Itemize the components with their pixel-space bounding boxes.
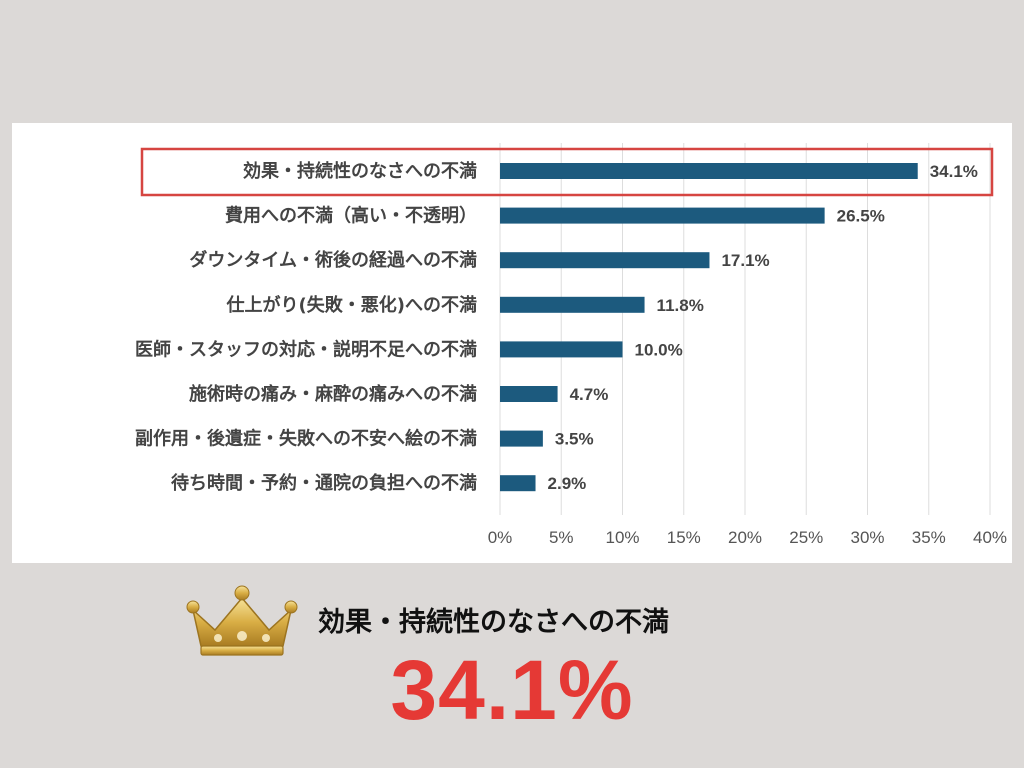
data-label: 34.1% [930, 162, 978, 181]
category-label: 副作用・後遺症・失敗への不安へ絵の不満 [135, 428, 477, 450]
chart-card: 効果・持続性のなさへの不満費用への不満（高い・不透明） ダウンタイム・術後の経過へ… [12, 123, 1012, 563]
bar [500, 207, 825, 224]
crown-icon [186, 585, 298, 656]
bar [500, 252, 710, 269]
data-label: 2.9% [548, 474, 587, 493]
category-label: 待ち時間・予約・通院の負担への不満 [171, 472, 477, 494]
bars [500, 163, 918, 492]
winner-value: 34.1% [390, 643, 634, 737]
category-label: 仕上がり(失敗・悪化)への不満 [226, 294, 477, 316]
grid-lines [499, 143, 991, 515]
data-label: 4.7% [570, 385, 609, 404]
winner-label: 効果・持続性のなさへの不満 [318, 607, 669, 638]
highlight-box [140, 147, 994, 197]
category-label: 医師・スタッフの対応・説明不足への不満 [135, 338, 477, 360]
bar [500, 430, 543, 447]
bar [500, 296, 645, 313]
category-label: 施術時の痛み・麻酔の痛みへの不満 [189, 383, 477, 405]
x-tick-label: 5% [549, 528, 574, 547]
bar [500, 475, 536, 492]
x-tick-label: 25% [789, 528, 823, 547]
x-tick-label: 40% [973, 528, 1007, 547]
data-label: 17.1% [721, 251, 769, 270]
highlight-box-layer [140, 147, 994, 197]
data-label: 11.8% [657, 296, 704, 315]
bar [500, 163, 918, 179]
x-tick-label: 30% [850, 528, 884, 547]
category-label: ダウンタイム・術後の経過への不満 [189, 249, 477, 271]
x-tick-label: 20% [728, 528, 762, 547]
category-label: 費用への不満（高い・不透明） [225, 205, 477, 227]
data-label: 10.0% [635, 340, 683, 359]
x-tick-label: 10% [605, 528, 639, 547]
category-label: 効果・持続性のなさへの不満 [243, 160, 477, 182]
data-labels: 34.1% 26.5% 17.1% 11.8% 10.0% 4.7% 3.5% 2.9% [548, 162, 978, 493]
data-label: 3.5% [555, 430, 594, 449]
bar [500, 341, 623, 358]
x-tick-label: 0% [488, 528, 513, 547]
winner-section: 効果・持続性のなさへの不満 34.1% [0, 580, 1024, 768]
x-axis-ticks: 0% 5% 10% 15% 20% 25% 30% 35% 40% [488, 528, 1007, 547]
x-tick-label: 35% [912, 528, 946, 547]
data-label: 26.5% [837, 207, 885, 226]
bar [500, 386, 558, 402]
x-tick-label: 15% [667, 528, 701, 547]
